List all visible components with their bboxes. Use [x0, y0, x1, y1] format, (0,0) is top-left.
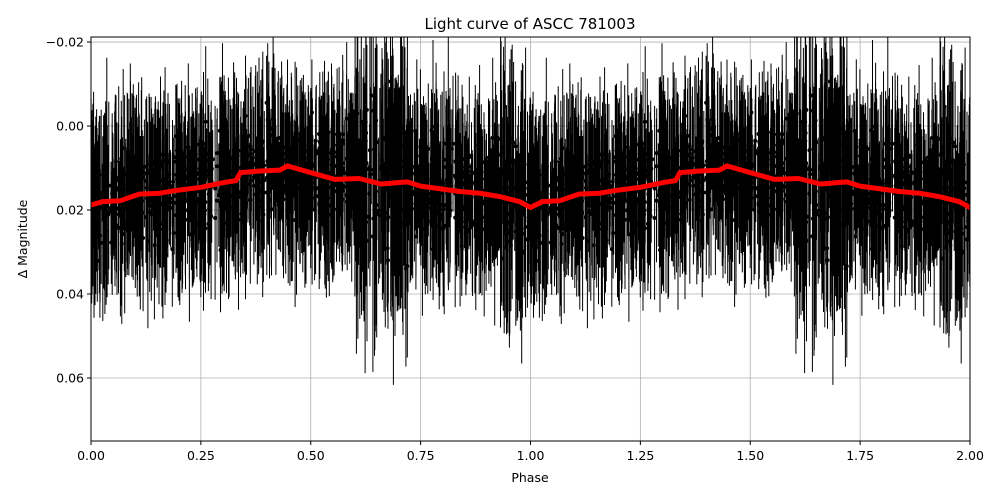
x-tick-label: 0.50: [297, 448, 325, 463]
x-tick-label: 0.25: [187, 448, 215, 463]
y-tick-label: 0.02: [56, 203, 84, 218]
x-tick-label: 2.00: [956, 448, 984, 463]
x-tick-label: 1.75: [846, 448, 874, 463]
y-tick-label: −0.02: [46, 35, 84, 50]
y-axis-label: Δ Magnitude: [15, 199, 30, 278]
binned-red-curve: [91, 163, 970, 210]
x-axis: 0.00 0.25 0.50 0.75 1.00 1.25 1.50 1.75 2.00: [77, 441, 984, 463]
x-tick-label: 0.00: [77, 448, 105, 463]
y-tick-label: 0.06: [56, 371, 84, 386]
plot-area: [90, 36, 971, 442]
x-tick-label: 1.00: [517, 448, 545, 463]
y-axis: −0.02 0.00 0.02 0.04 0.06: [46, 35, 91, 386]
chart-title: Light curve of ASCC 781003: [425, 15, 636, 33]
x-tick-label: 0.75: [407, 448, 435, 463]
x-tick-label: 1.50: [736, 448, 764, 463]
x-tick-label: 1.25: [626, 448, 654, 463]
y-tick-label: 0.00: [56, 119, 84, 134]
x-axis-label: Phase: [511, 470, 549, 485]
y-tick-label: 0.04: [56, 287, 84, 302]
